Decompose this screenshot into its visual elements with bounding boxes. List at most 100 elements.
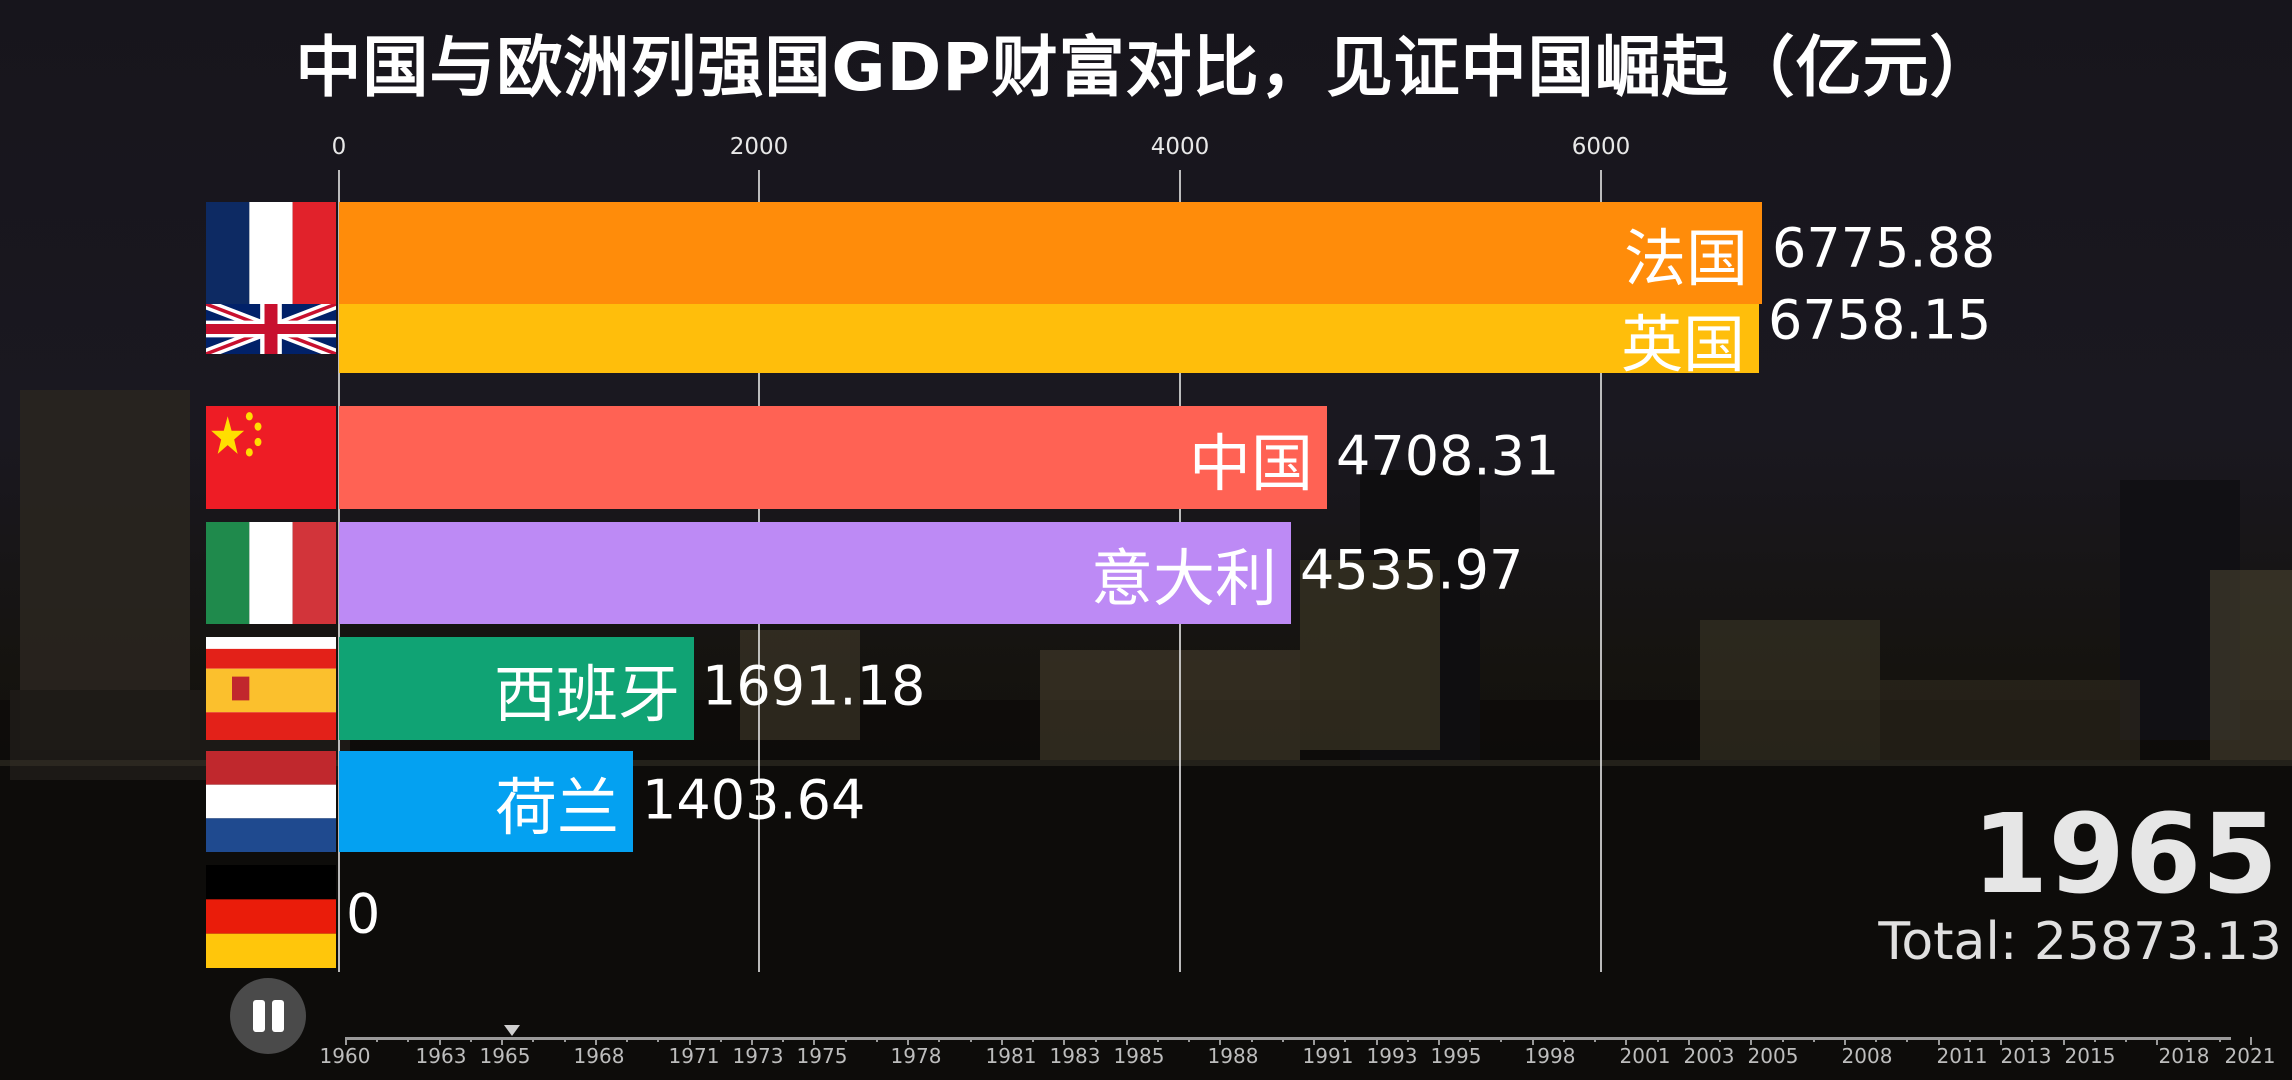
- timeline-label[interactable]: 1993: [1366, 1044, 1418, 1068]
- timeline-label[interactable]: 1991: [1302, 1044, 1354, 1068]
- timeline-tick: [376, 1037, 379, 1042]
- total-value: Total: 25873.13: [1878, 912, 2282, 972]
- timeline-tick: [1844, 1037, 1847, 1045]
- chart-title: 中国与欧洲列强国GDP财富对比，见证中国崛起（亿元）: [295, 29, 1997, 106]
- bar-value-uk: 6758.15: [1768, 288, 1992, 352]
- timeline-label[interactable]: 1998: [1524, 1044, 1576, 1068]
- timeline-tick: [1656, 1037, 1659, 1042]
- timeline-tick: [1032, 1037, 1035, 1042]
- timeline-tick: [1469, 1037, 1472, 1042]
- timeline-label[interactable]: 1971: [668, 1044, 720, 1068]
- bar-label-uk: 英国: [1620, 307, 1745, 381]
- bar-label-italy: 意大利: [1090, 542, 1277, 615]
- timeline-tick: [875, 1037, 878, 1042]
- timeline-label[interactable]: 1963: [415, 1044, 467, 1068]
- timeline-tick: [2031, 1037, 2034, 1042]
- italy-flag-icon: [206, 522, 336, 624]
- bar-value-france: 6775.88: [1772, 216, 1996, 280]
- timeline-tick: [1188, 1037, 1191, 1042]
- x-axis-tick-label: 4000: [1150, 134, 1210, 160]
- pause-icon: [252, 1000, 265, 1032]
- timeline-tick: [2156, 1037, 2159, 1045]
- timeline-tick: [657, 1037, 660, 1042]
- timeline-tick: [1250, 1037, 1253, 1042]
- timeline-tick: [1063, 1037, 1066, 1045]
- timeline-label[interactable]: 2001: [1619, 1044, 1671, 1068]
- timeline-tick: [1000, 1037, 1003, 1045]
- timeline-label[interactable]: 1960: [319, 1044, 371, 1068]
- timeline-tick: [501, 1037, 504, 1045]
- timeline-tick: [532, 1037, 535, 1042]
- timeline-tick: [345, 1037, 347, 1045]
- timeline-tick: [1125, 1037, 1128, 1045]
- timeline-tick: [844, 1037, 847, 1042]
- timeline-tick: [563, 1037, 566, 1042]
- timeline-label[interactable]: 2013: [2000, 1044, 2052, 1068]
- timeline-tick: [969, 1037, 972, 1042]
- current-year: 1965: [1971, 790, 2278, 918]
- bar-france: 法国: [339, 202, 1762, 304]
- timeline-tick: [1500, 1037, 1503, 1042]
- timeline-label[interactable]: 1995: [1430, 1044, 1482, 1068]
- timeline-slider[interactable]: [345, 1037, 2231, 1040]
- netherlands-flag-icon: [206, 751, 336, 852]
- timeline-tick: [594, 1037, 597, 1045]
- timeline-tick: [1344, 1037, 1347, 1042]
- timeline-tick: [1562, 1037, 1565, 1042]
- timeline-tick: [782, 1037, 785, 1042]
- x-axis-tick-label: 2000: [729, 134, 789, 160]
- timeline-label[interactable]: 1978: [890, 1044, 942, 1068]
- timeline-label[interactable]: 1973: [732, 1044, 784, 1068]
- pause-button[interactable]: [230, 978, 306, 1054]
- timeline-label[interactable]: 2021: [2224, 1044, 2276, 1068]
- timeline-tick: [1875, 1037, 1878, 1042]
- timeline-tick: [469, 1037, 472, 1042]
- timeline-label[interactable]: 1975: [796, 1044, 848, 1068]
- timeline-tick: [813, 1037, 816, 1045]
- timeline-tick: [2125, 1037, 2128, 1042]
- x-axis-tick-label: 0: [331, 134, 347, 160]
- timeline-tick: [1781, 1037, 1784, 1042]
- timeline-label[interactable]: 1985: [1113, 1044, 1165, 1068]
- timeline-tick: [1594, 1037, 1597, 1042]
- timeline-label[interactable]: 1988: [1207, 1044, 1259, 1068]
- timeline-label[interactable]: 2018: [2158, 1044, 2210, 1068]
- timeline-label[interactable]: 1981: [985, 1044, 1037, 1068]
- timeline-tick: [2187, 1037, 2190, 1042]
- germany-flag-icon: [206, 865, 336, 968]
- bar-label-china: 中国: [1188, 426, 1313, 500]
- timeline-tick: [1968, 1037, 1971, 1042]
- timeline-label[interactable]: 1983: [1049, 1044, 1101, 1068]
- timeline-tick: [1625, 1037, 1628, 1045]
- timeline-tick: [750, 1037, 753, 1045]
- timeline-tick: [626, 1037, 629, 1042]
- timeline-tick: [1406, 1037, 1409, 1042]
- pause-icon: [271, 1000, 284, 1032]
- timeline-tick: [1531, 1037, 1534, 1045]
- timeline-label[interactable]: 2015: [2064, 1044, 2116, 1068]
- timeline-label[interactable]: 1968: [573, 1044, 625, 1068]
- spain-flag-icon: [206, 637, 336, 740]
- timeline-tick: [1094, 1037, 1097, 1042]
- timeline-label[interactable]: 2008: [1841, 1044, 1893, 1068]
- bar-spain: 西班牙: [339, 637, 694, 740]
- timeline-tick: [1906, 1037, 1909, 1042]
- timeline-tick: [1812, 1037, 1815, 1042]
- bar-label-spain: 西班牙: [493, 657, 680, 731]
- timeline-position-marker[interactable]: [504, 1025, 520, 1036]
- bar-label-netherlands: 荷兰: [494, 770, 619, 844]
- bar-value-italy: 4535.97: [1300, 538, 1524, 602]
- timeline-tick: [1687, 1037, 1690, 1045]
- bar-value-germany: 0: [346, 882, 381, 946]
- timeline-tick: [407, 1037, 410, 1042]
- timeline-tick: [1281, 1037, 1284, 1042]
- bar-italy: 意大利: [339, 522, 1291, 624]
- timeline-label[interactable]: 2003: [1683, 1044, 1735, 1068]
- timeline-label[interactable]: 2011: [1936, 1044, 1988, 1068]
- bar-value-netherlands: 1403.64: [642, 768, 866, 832]
- timeline-tick: [907, 1037, 910, 1045]
- timeline-label[interactable]: 1965: [479, 1044, 531, 1068]
- timeline-label[interactable]: 2005: [1747, 1044, 1799, 1068]
- timeline-tick: [1313, 1037, 1316, 1045]
- timeline-tick: [1438, 1037, 1441, 1045]
